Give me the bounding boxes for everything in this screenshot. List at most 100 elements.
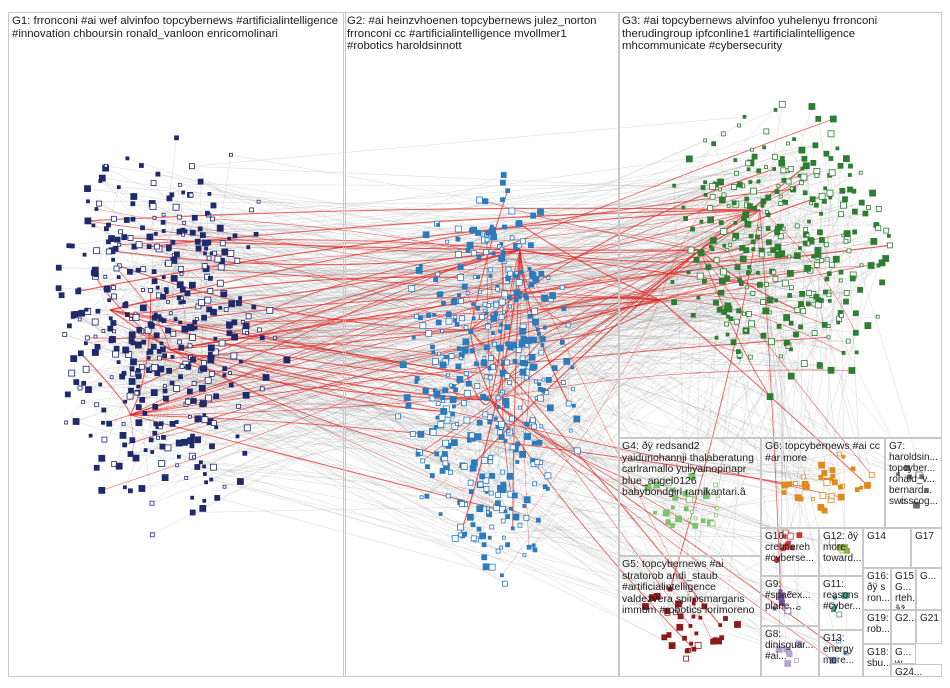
node-g9 [796,606,801,610]
node-g1 [236,403,242,409]
edge-highlight [111,249,521,266]
edge-highlight [87,220,701,254]
node-g2 [525,337,532,344]
node-g1 [108,316,113,321]
edge [488,230,493,515]
edge [486,252,702,490]
node-g2 [507,344,514,351]
node-g1 [209,216,215,222]
node-g2 [399,361,407,369]
node-g3 [813,293,820,300]
node-g3 [828,156,834,161]
node-g1 [207,344,215,352]
node-g1 [236,300,242,306]
node-g2 [479,473,486,480]
node-g2 [422,387,429,394]
node-g2 [480,359,488,367]
node-g2 [565,322,571,328]
node-g1 [94,343,101,350]
edge-highlight [129,272,758,416]
node-g3 [778,100,786,108]
node-g2 [506,472,514,480]
node-g1 [198,460,203,465]
edge [182,230,830,302]
node-g1 [214,255,222,263]
node-g1 [208,370,215,377]
node-g1 [175,463,180,468]
group-box-g18: G18: sbu... [863,644,891,677]
node-g1 [184,398,191,405]
node-g1 [192,319,198,325]
node-g2 [463,416,471,424]
node-g2 [519,368,527,376]
edge [102,177,143,228]
node-g1 [161,275,166,280]
node-g4 [703,487,709,493]
node-g1 [151,278,158,285]
node-g1 [156,435,161,440]
group-box-g9: G9: #spacex... plane... [761,576,819,626]
edge [452,386,473,436]
node-g1 [156,355,162,361]
node-g2 [455,250,463,258]
edge-highlight [759,209,857,333]
edge [115,162,752,355]
node-g4 [672,494,679,501]
node-g1 [235,434,240,439]
node-g1 [242,391,250,399]
node-g1 [64,391,71,398]
node-g6 [800,474,806,480]
node-g1 [190,433,195,439]
edge [482,348,501,536]
node-g1 [166,195,173,202]
node-g1 [150,450,155,454]
edge-highlight [129,336,829,416]
node-g3 [720,227,728,235]
edge [139,219,711,409]
edge [804,319,840,364]
node-g3 [862,210,869,217]
node-g2 [491,251,496,256]
group-box-g1: G1: frronconi #ai wef alvinfoo topcybern… [8,12,346,677]
node-g3 [703,138,708,143]
edge [149,191,854,238]
node-g1 [94,402,100,408]
node-g3 [681,205,686,210]
node-g3 [765,209,769,214]
edge [572,162,814,390]
node-g1 [189,333,197,341]
node-g1 [228,371,233,376]
node-g3 [887,233,891,238]
edge [505,401,696,526]
node-g1 [227,324,232,329]
node-g2 [456,376,464,383]
node-g1 [226,330,233,337]
group-label-g11: G11: reasons #cyber... [823,579,861,612]
node-g2 [498,254,506,262]
node-g7 [907,474,912,480]
node-g2 [549,292,556,299]
node-g1 [146,355,151,360]
node-g2 [461,346,469,354]
node-g2 [411,335,416,340]
node-g3 [690,312,696,318]
node-g8 [784,660,792,667]
edge-highlight [469,329,721,626]
node-g1 [77,350,84,357]
edge [157,173,685,639]
node-g2 [541,294,548,302]
node-g2 [505,188,511,194]
node-g2 [442,439,450,447]
edge [246,395,399,417]
node-g1 [222,484,227,489]
node-g2 [510,526,515,531]
edge [503,252,910,478]
node-g1 [116,360,121,365]
edge [168,263,676,498]
node-g3 [731,200,737,206]
node-g2 [529,272,537,280]
node-g3 [760,203,765,208]
node-g3 [784,339,790,346]
node-g2 [509,444,516,451]
edge [533,241,874,546]
